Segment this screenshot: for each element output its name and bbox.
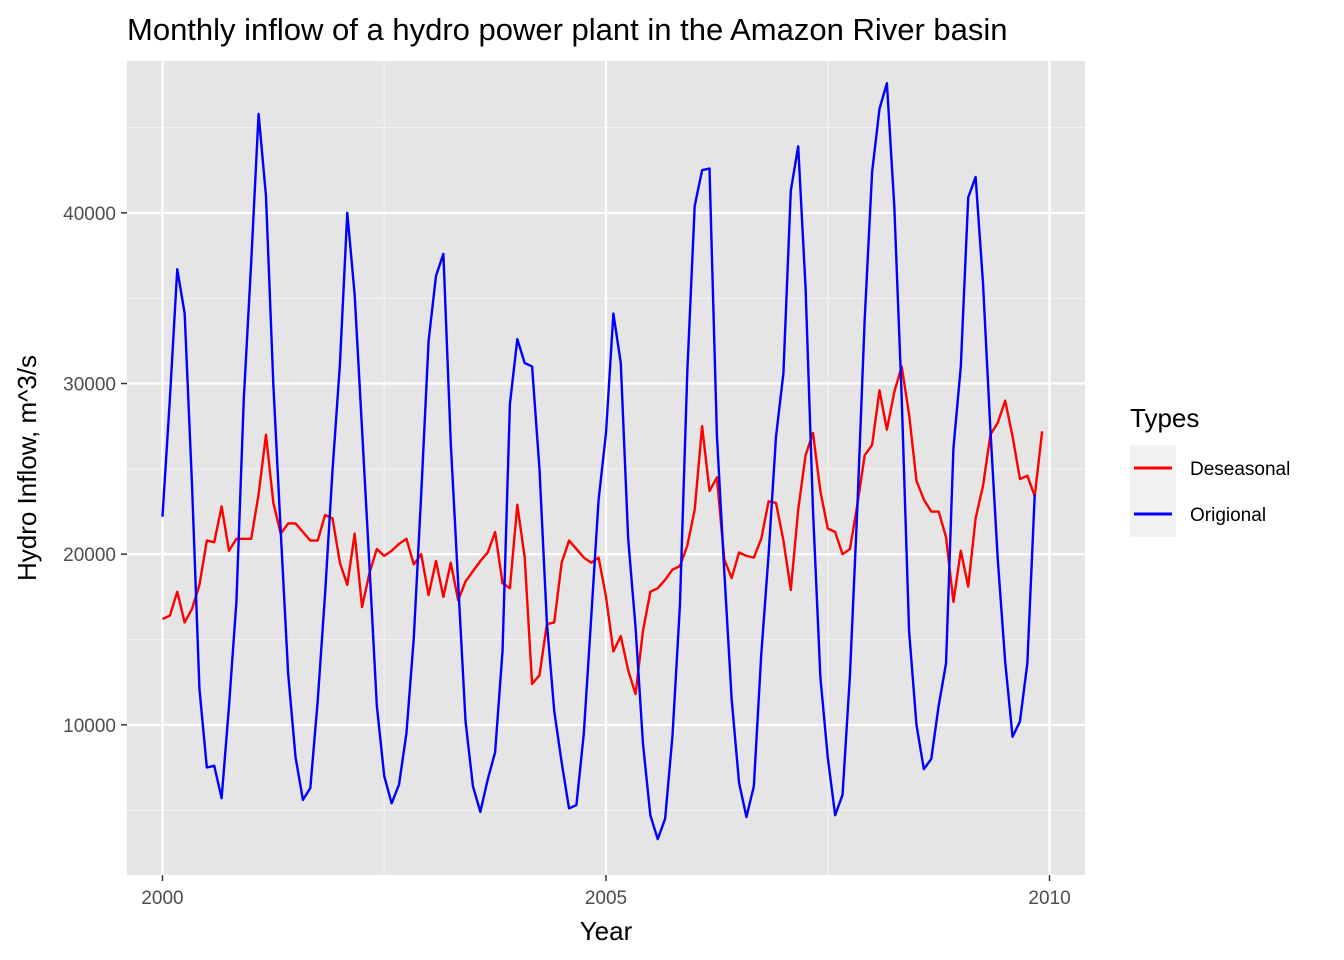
y-tick-label: 20000 xyxy=(63,545,116,566)
major-gridlines xyxy=(127,61,1085,875)
series-line-origional xyxy=(161,81,1036,841)
y-axis-ticks: 10000 20000 30000 40000 xyxy=(63,204,127,737)
legend-title: Types xyxy=(1130,403,1199,433)
legend-label-origional: Origional xyxy=(1190,505,1266,526)
chart-title: Monthly inflow of a hydro power plant in… xyxy=(127,12,1008,47)
legend-key-background xyxy=(1130,445,1176,537)
x-tick-label: 2005 xyxy=(585,888,627,909)
x-axis-title: Year xyxy=(580,916,633,946)
y-tick-label: 10000 xyxy=(63,716,116,737)
x-tick-label: 2010 xyxy=(1028,888,1070,909)
series-line-deseasonal xyxy=(161,365,1044,696)
legend-label-deseasonal: Deseasonal xyxy=(1190,459,1290,480)
legend: Types Deseasonal Origional xyxy=(1130,403,1290,537)
series-layer xyxy=(161,81,1044,841)
x-axis-ticks: 2000 2005 2010 xyxy=(141,875,1071,909)
y-axis-title: Hydro Inflow, m^3/s xyxy=(12,355,42,581)
y-tick-label: 30000 xyxy=(63,375,116,396)
y-tick-label: 40000 xyxy=(63,204,116,225)
x-tick-label: 2000 xyxy=(141,888,183,909)
